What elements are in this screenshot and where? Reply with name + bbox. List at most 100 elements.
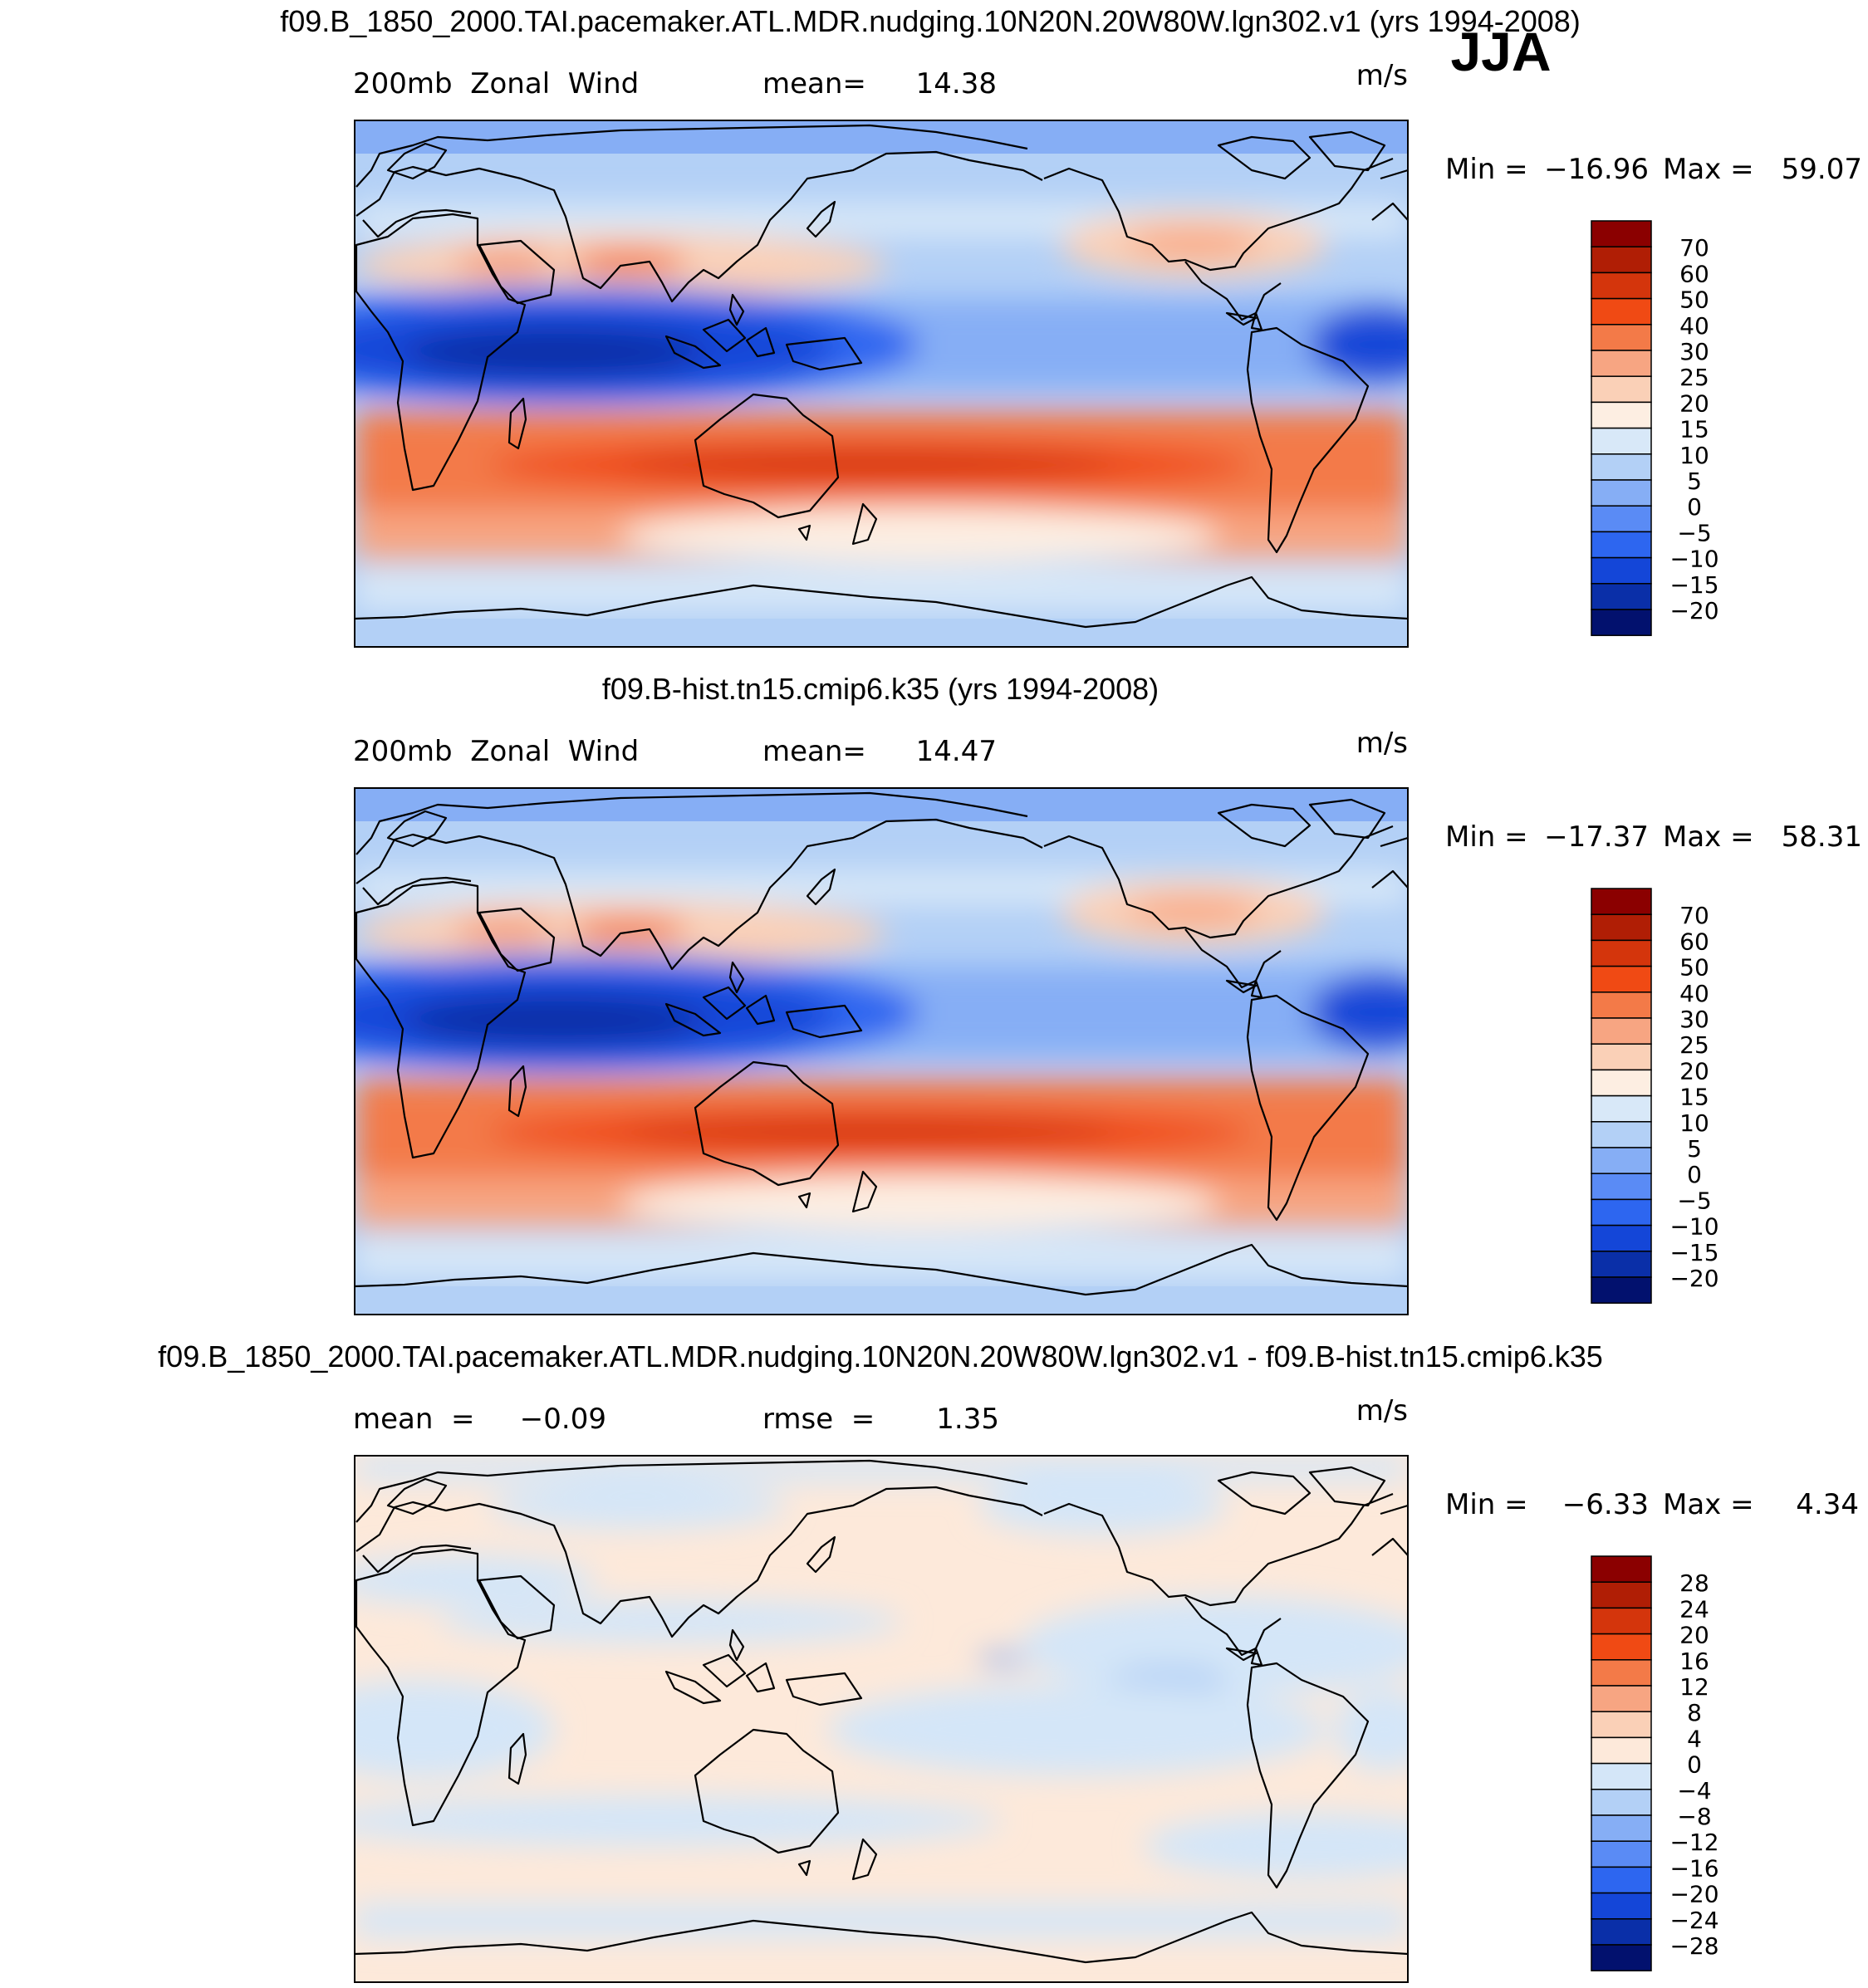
colorbar-box [1591,888,1652,915]
colorbar-box [1591,297,1652,326]
stat-value: 14.38 [916,67,997,100]
colorbar-box [1591,913,1652,942]
colorbar-box [1591,583,1652,610]
colorbar-tick-label: −5 [1677,1187,1711,1214]
map [355,788,1408,1315]
colorbar-tick-label: −20 [1669,1265,1718,1292]
max-label: Max = [1663,153,1754,186]
colorbar-box [1591,1069,1652,1097]
stat-label: rmse = [762,1403,875,1436]
colorbar-box [1591,1581,1652,1609]
colorbar-box [1591,1711,1652,1739]
colorbar-tick-label: 20 [1679,389,1709,417]
map-frame [354,120,1409,648]
colorbar-tick-label: 50 [1679,286,1709,314]
colorbar-box [1591,220,1652,247]
max-value: 4.34 [1796,1488,1859,1521]
colorbar-box [1591,1814,1652,1842]
min-label: Min = [1445,1488,1528,1521]
colorbar-tick-label: 15 [1679,416,1709,443]
min-value: −6.33 [1562,1488,1649,1521]
colorbar-tick-label: 30 [1679,338,1709,365]
colorbar-tick-label: −16 [1669,1854,1718,1882]
mean-value: −0.09 [520,1403,606,1436]
colorbar-tick-label: 15 [1679,1084,1709,1111]
colorbar-box [1591,1918,1652,1946]
colorbar-box [1591,1224,1652,1252]
colorbar-tick-label: 12 [1679,1673,1709,1701]
min-value: −17.37 [1544,820,1649,854]
colorbar-tick-label: −10 [1669,546,1718,573]
colorbar-box [1591,556,1652,585]
colorbar-tick-label: 5 [1687,468,1702,495]
colorbar-tick-label: 8 [1687,1699,1702,1726]
colorbar-box [1591,1789,1652,1816]
colorbar-tick-label: 10 [1679,1109,1709,1137]
colorbar-tick-label: 60 [1679,260,1709,287]
colorbar-box [1591,1866,1652,1894]
colorbar-box [1591,324,1652,351]
colorbar-box [1591,531,1652,559]
colorbar-tick-label: 28 [1679,1569,1709,1597]
colorbar-box [1591,1736,1652,1765]
colorbar-tick-label: 70 [1679,234,1709,262]
min-label: Min = [1445,820,1528,854]
colorbar-tick-label: −20 [1669,597,1718,624]
colorbar-tick-label: 24 [1679,1595,1709,1623]
colorbar-tick-label: 40 [1679,312,1709,340]
colorbar-tick-label: 0 [1687,1751,1702,1779]
colorbar-tick-label: −15 [1669,1239,1718,1266]
units-label: m/s [1356,727,1408,760]
colorbar-tick-label: 25 [1679,1031,1709,1059]
colorbar-tick-label: −28 [1669,1932,1718,1960]
colorbar-tick-label: 20 [1679,1622,1709,1649]
max-label: Max = [1663,820,1754,854]
colorbar-tick-label: −4 [1677,1777,1711,1804]
colorbar-tick-label: 10 [1679,442,1709,469]
colorbar-box [1591,1251,1652,1278]
max-value: 59.07 [1782,153,1862,186]
colorbar-box [1591,427,1652,455]
season-label: JJA [1450,21,1551,82]
panel-2: f09.B-hist.tn15.cmip6.k35 (yrs 1994-2008… [353,672,1862,1315]
stat-value: 14.47 [916,735,997,768]
colorbar-tick-label: 0 [1687,1161,1702,1188]
colorbar-box [1591,1840,1652,1868]
stat-value: 1.35 [936,1403,999,1436]
colorbar-box [1591,272,1652,300]
colorbar-tick-label: −5 [1677,519,1711,546]
colorbar-tick-label: 5 [1687,1135,1702,1163]
colorbar-tick-label: 40 [1679,980,1709,1007]
colorbar-box [1591,1276,1652,1304]
colorbar-box [1591,1944,1652,1971]
panel-title: f09.B_1850_2000.TAI.pacemaker.ATL.MDR.nu… [158,1339,1603,1373]
colorbar-box [1591,246,1652,274]
max-value: 58.31 [1782,820,1862,854]
colorbar-tick-label: 30 [1679,1006,1709,1033]
colorbar-box [1591,375,1652,404]
colorbar-box [1591,1685,1652,1712]
map-frame [354,787,1409,1315]
colorbar-box [1591,1555,1652,1583]
colorbar-box [1591,505,1652,533]
map [355,1456,1408,1982]
colorbar-box [1591,939,1652,967]
mean-label: mean = [353,1403,475,1436]
min-label: Min = [1445,153,1528,186]
colorbar-tick-label: 4 [1687,1725,1702,1752]
colorbar-tick-label: −10 [1669,1213,1718,1241]
stat-label: mean= [762,67,866,100]
variable-label: 200mb Zonal Wind [353,67,639,100]
units-label: m/s [1356,59,1408,92]
colorbar-tick-label: −8 [1677,1803,1711,1830]
min-value: −16.96 [1544,153,1649,186]
colorbar-box [1591,1173,1652,1201]
panel-title: f09.B_1850_2000.TAI.pacemaker.ATL.MDR.nu… [280,4,1581,38]
colorbar-box [1591,609,1652,636]
colorbar-tick-label: −20 [1669,1881,1718,1908]
colorbar-box [1591,992,1652,1019]
colorbar-tick-label: −15 [1669,571,1718,599]
